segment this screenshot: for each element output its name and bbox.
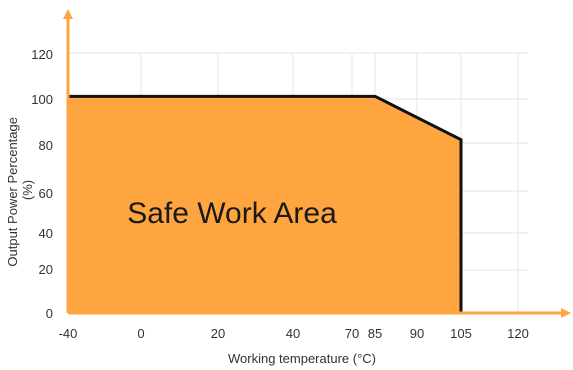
x-tick-label: 90	[410, 326, 424, 341]
safe-work-area	[68, 96, 461, 313]
y-tick-label: 60	[39, 186, 53, 201]
x-tick-label: 85	[368, 326, 382, 341]
y-tick-label: 100	[31, 92, 53, 107]
y-tick-label: 40	[39, 226, 53, 241]
x-tick-label: 40	[286, 326, 300, 341]
y-axis-title-line-1: Output Power Percentage	[5, 117, 20, 267]
y-tick-label: 20	[39, 262, 53, 277]
x-tick-label: 20	[211, 326, 225, 341]
y-tick-label: 0	[46, 306, 53, 321]
y-tick-label: 120	[31, 47, 53, 62]
x-tick-labels: -40 0 20 40 70 85 90 105 120	[59, 326, 529, 341]
x-tick-label: 105	[450, 326, 472, 341]
y-axis-title: Output Power Percentage (%)	[5, 113, 35, 266]
x-tick-label: 0	[137, 326, 144, 341]
x-tick-label: 70	[345, 326, 359, 341]
x-axis-title: Working temperature (°C)	[228, 351, 376, 366]
y-axis-title-line-2: (%)	[20, 180, 35, 200]
y-tick-labels: 0 20 40 60 80 100 120	[31, 47, 53, 321]
x-tick-label: 120	[507, 326, 529, 341]
x-tick-label: -40	[59, 326, 78, 341]
safe-work-area-label: Safe Work Area	[127, 197, 337, 230]
y-tick-label: 80	[39, 138, 53, 153]
derating-curve	[68, 94, 463, 313]
